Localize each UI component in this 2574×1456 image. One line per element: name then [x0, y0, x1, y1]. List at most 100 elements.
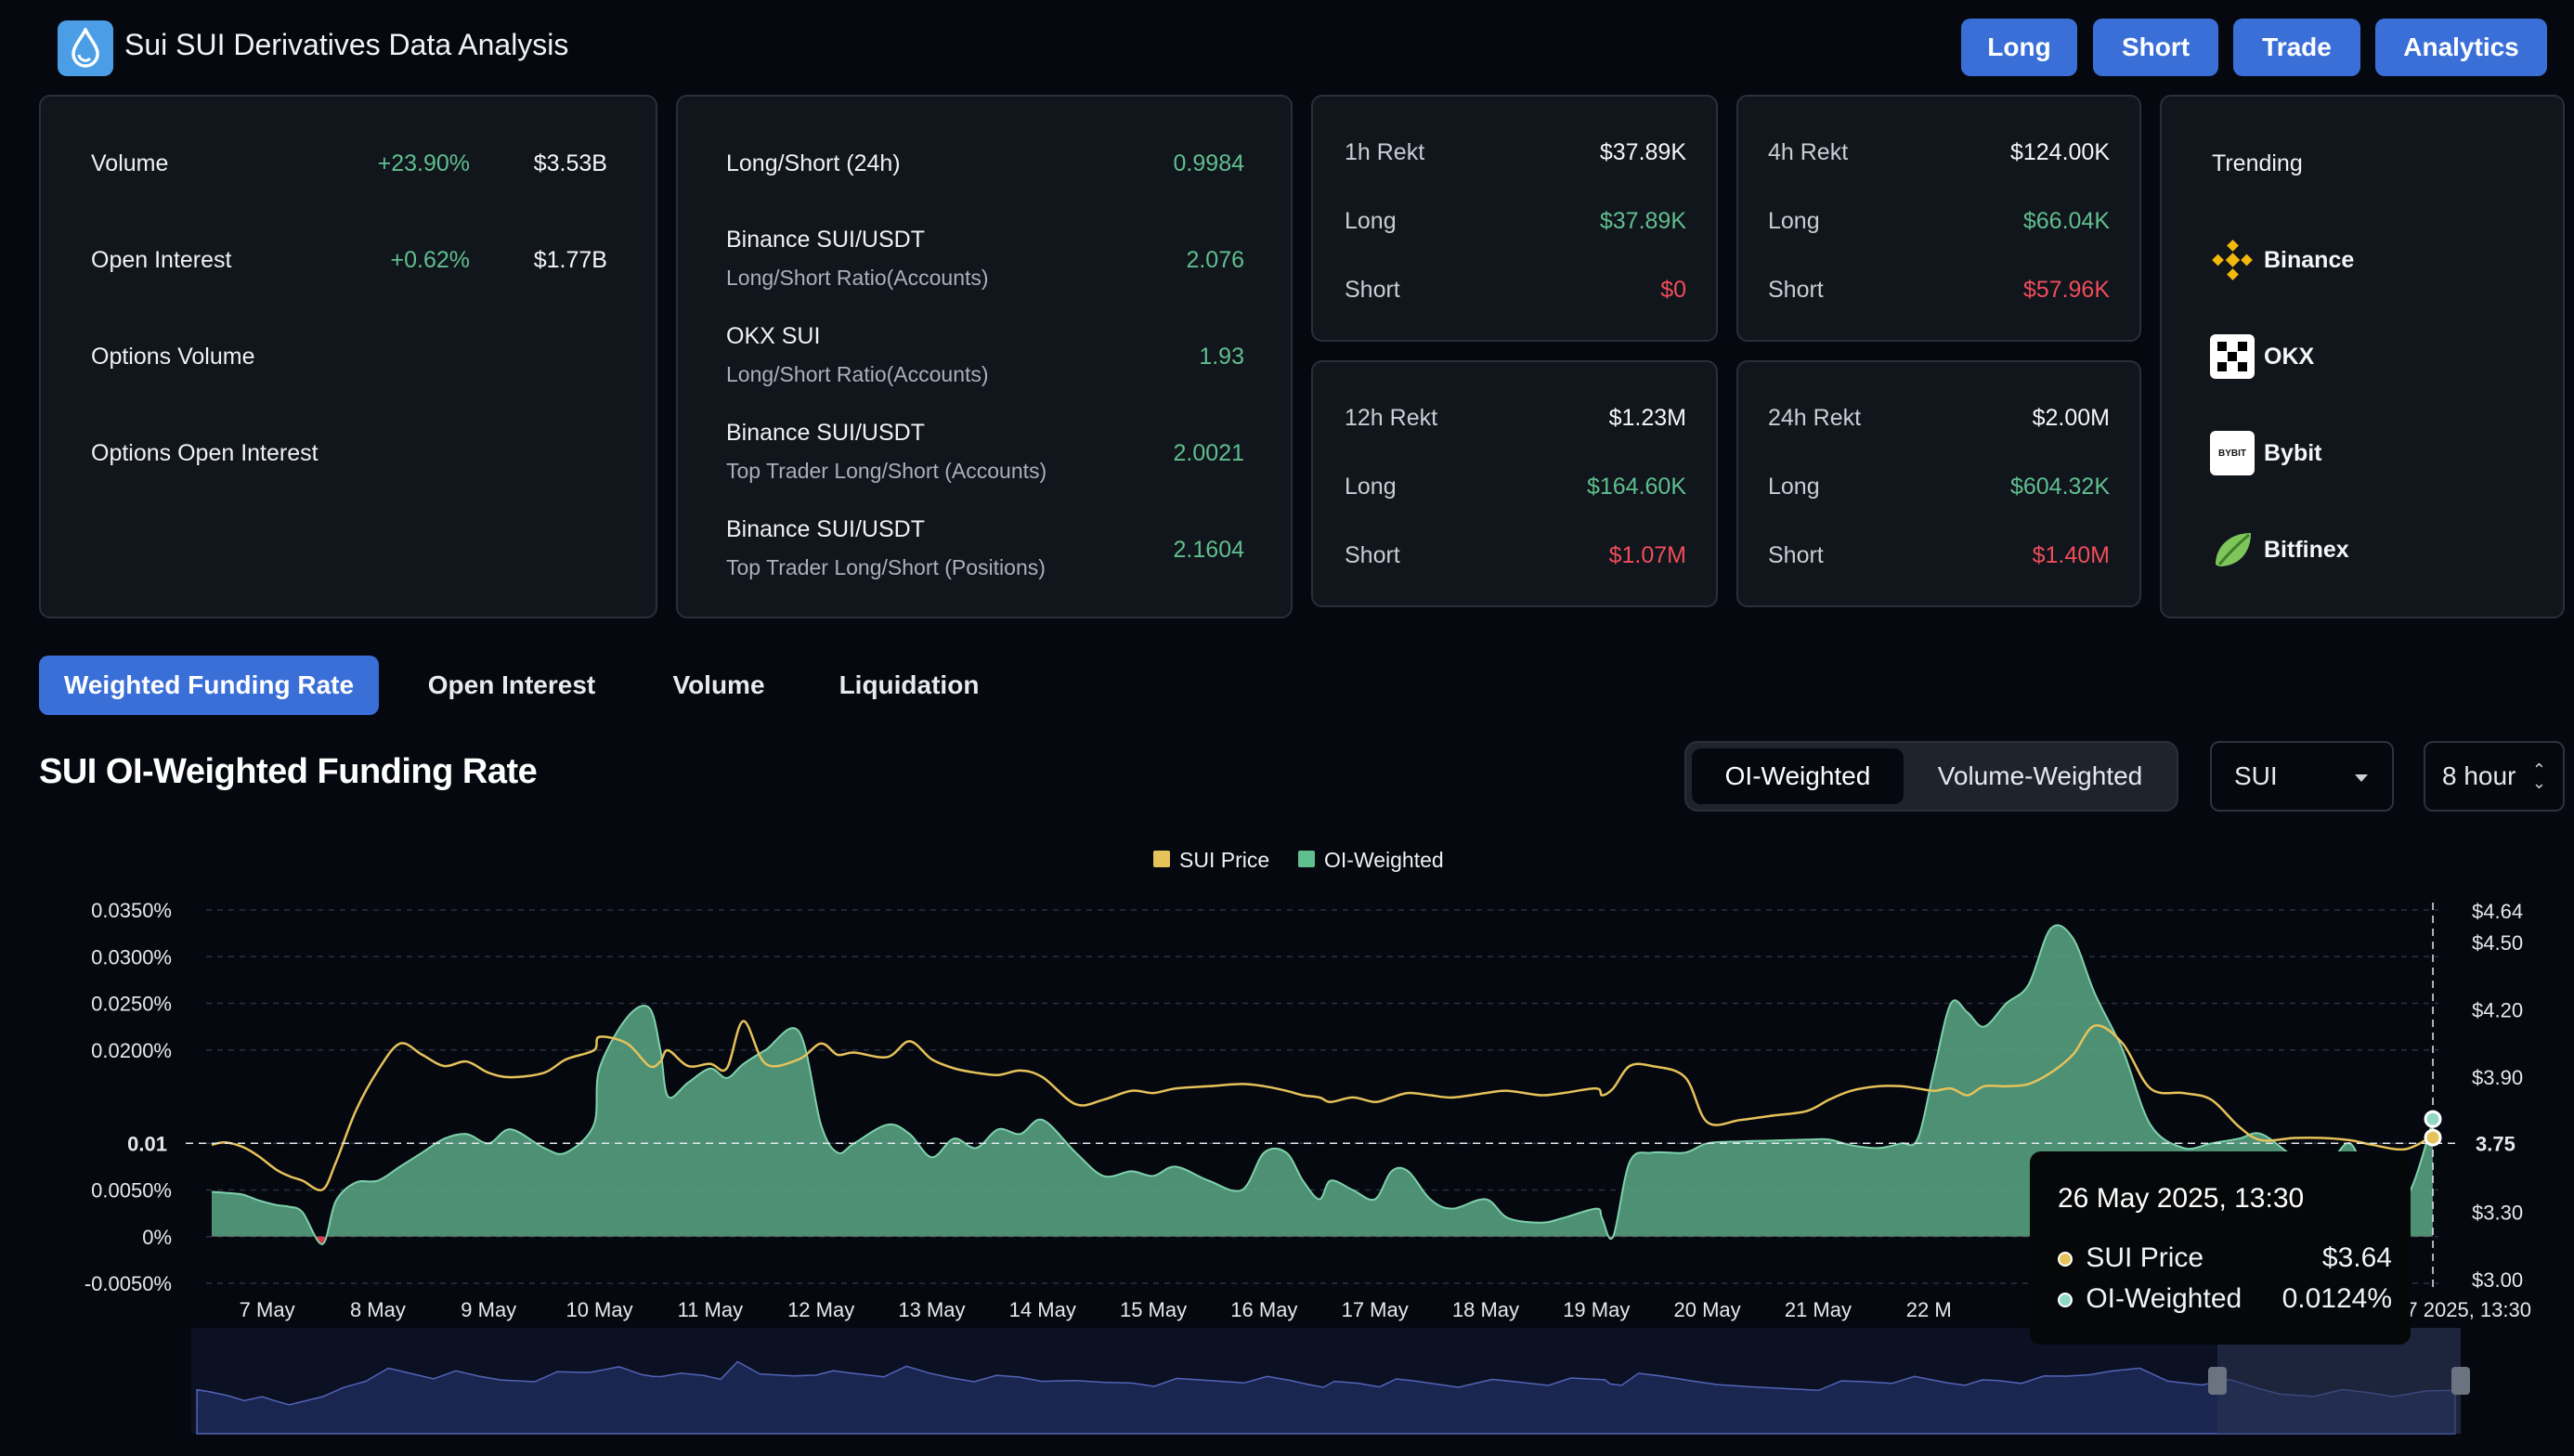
tab-volume[interactable]: Volume: [672, 670, 765, 699]
trending-item-binance[interactable]: Binance: [2210, 234, 2563, 286]
chart-tooltip: 26 May 2025, 13:30 SUI Price $3.64 OI-We…: [2030, 1151, 2411, 1345]
rekt-1h-card: 1h Rekt $37.89K Long $37.89K Short $0: [1311, 95, 1718, 342]
funding-rate-chart[interactable]: SUI Price OI-Weighted 0.0350% 0.0300% 0.02…: [0, 826, 2574, 1456]
long-short-value: 0.9984: [1173, 150, 1244, 176]
ls-row-sub: Long/Short Ratio(Accounts): [726, 266, 989, 290]
y-left-tick-label: 0.0050%: [91, 1179, 172, 1202]
rekt-long-label: Long: [1345, 208, 1397, 234]
rekt-title: 1h Rekt: [1345, 139, 1425, 165]
chart-series: [211, 924, 2434, 1245]
open-interest-change: +0.62%: [390, 247, 471, 273]
navigator-handle-left: [2208, 1367, 2227, 1395]
y-right-tick-label: $3.30: [2472, 1201, 2523, 1224]
bybit-icon-text: BYBIT: [2218, 448, 2246, 459]
oi-dot-icon: [2058, 1293, 2073, 1308]
y-right-tick-label: $4.20: [2472, 999, 2523, 1022]
market-overview-card: Volume +23.90% $3.53B Open Interest +0.6…: [39, 95, 657, 618]
y-right-tick-label: $3.00: [2472, 1268, 2523, 1292]
trending-card: Trending Binance OKX BYBIT Bybit Bitfine…: [2160, 95, 2565, 618]
crosshair-left-label-bg: [82, 1124, 173, 1163]
crosshair: 0.01 3.75: [82, 903, 2529, 1293]
legend-swatch-price: [1153, 851, 1170, 867]
rekt-total: $2.00M: [2032, 405, 2110, 431]
rekt-24h-card: 24h Rekt $2.00M Long $604.32K Short $1.4…: [1736, 360, 2141, 607]
open-interest-value: $1.77B: [533, 247, 607, 273]
rekt-long-value: $604.32K: [2009, 474, 2110, 500]
x-tick-label: 18 May: [1452, 1298, 1519, 1321]
volume-change: +23.90%: [377, 150, 470, 176]
rekt-long-value: $66.04K: [2022, 208, 2110, 234]
chart-legend: SUI Price OI-Weighted: [1153, 848, 1444, 872]
y-right-tick-label: $4.50: [2472, 931, 2523, 955]
ls-row-label: Binance SUI/USDT: [726, 420, 925, 446]
x-tick-label: 22 M: [1906, 1298, 1952, 1321]
tab-open-interest[interactable]: Open Interest: [427, 670, 596, 699]
price-line: [211, 1020, 2434, 1192]
ls-row-value: 2.0021: [1173, 440, 1244, 466]
long-button[interactable]: Long: [1961, 19, 2077, 76]
tab-weighted-funding-rate[interactable]: Weighted Funding Rate: [39, 656, 379, 715]
short-button[interactable]: Short: [2093, 19, 2218, 76]
y-right-tick-label: $4.64: [2472, 900, 2523, 923]
y-axis-left: 0.0350%0.0300%0.0250%0.0200%0.0100%0.005…: [84, 899, 172, 1295]
tab-liquidation[interactable]: Liquidation: [838, 670, 980, 699]
bybit-icon: BYBIT: [2210, 431, 2255, 475]
x-tick-label: 20 May: [1674, 1298, 1741, 1321]
rekt-short-label: Short: [1345, 277, 1400, 303]
funding-area-positive: [212, 925, 2433, 1237]
y-left-tick-label: -0.0050%: [84, 1272, 172, 1295]
rekt-long-value: $164.60K: [1586, 474, 1686, 500]
legend-swatch-oi: [1298, 851, 1315, 867]
symbol-select[interactable]: SUI: [2210, 741, 2394, 812]
long-short-card: Long/Short (24h) 0.9984 Binance SUI/USDT…: [676, 95, 1293, 618]
ls-row-sub: Top Trader Long/Short (Accounts): [726, 459, 1047, 483]
navigator-handle-right: [2451, 1367, 2470, 1395]
range-navigator: [191, 1328, 2470, 1435]
y-left-tick-label: 0.0250%: [91, 993, 172, 1016]
interval-select[interactable]: 8 hour ⌃ ⌄: [2424, 741, 2565, 812]
tooltip-date: 26 May 2025, 13:30: [2058, 1183, 2305, 1214]
rekt-long-label: Long: [1768, 474, 1820, 500]
crosshair-left-label: 0.01: [127, 1132, 167, 1155]
x-tick-label: 10 May: [566, 1298, 632, 1321]
tooltip-row-price: SUI Price $3.64: [2058, 1242, 2392, 1274]
trade-button[interactable]: Trade: [2233, 19, 2360, 76]
options-volume-label: Options Volume: [91, 344, 255, 370]
caret-down-icon: [2355, 774, 2368, 782]
open-interest-label: Open Interest: [91, 247, 232, 273]
analytics-button[interactable]: Analytics: [2375, 19, 2547, 76]
price-marker: [2424, 1128, 2442, 1147]
trending-item-bybit[interactable]: BYBIT Bybit: [2210, 427, 2563, 479]
volume-value: $3.53B: [533, 150, 607, 176]
trending-item-bitfinex[interactable]: Bitfinex: [2210, 524, 2563, 576]
rekt-short-value: $57.96K: [2022, 277, 2110, 303]
y-left-tick-label: 0%: [142, 1226, 172, 1249]
rekt-12h-card: 12h Rekt $1.23M Long $164.60K Short $1.0…: [1311, 360, 1718, 607]
interval-select-value: 8 hour: [2442, 761, 2516, 790]
options-open-interest-label: Options Open Interest: [91, 440, 318, 466]
sui-logo-icon: [58, 20, 113, 76]
trending-item-label: Bitfinex: [2264, 536, 2349, 563]
rekt-short-value: $0: [1660, 277, 1686, 303]
ls-row-label: OKX SUI: [726, 323, 821, 349]
rekt-long-label: Long: [1345, 474, 1397, 500]
toggle-volume-weighted[interactable]: Volume-Weighted: [1937, 761, 2143, 790]
tooltip-price-label: SUI Price: [2086, 1242, 2204, 1273]
symbol-select-value: SUI: [2234, 761, 2278, 790]
bitfinex-icon: [2210, 527, 2255, 572]
oi-marker: [2424, 1110, 2442, 1128]
navigator-area: [196, 1360, 2456, 1435]
ls-row-sub: Long/Short Ratio(Accounts): [726, 362, 989, 386]
x-tick-label: 7 2025, 13:30: [2406, 1298, 2531, 1321]
trending-title: Trending: [2212, 150, 2303, 176]
rekt-short-label: Short: [1345, 542, 1400, 568]
tooltip-row-oi: OI-Weighted 0.0124%: [2058, 1283, 2392, 1315]
tooltip-price-value: $3.64: [2321, 1242, 2392, 1273]
page-title: Sui SUI Derivatives Data Analysis: [124, 28, 569, 61]
x-tick-label: 9 May: [461, 1298, 516, 1321]
rekt-long-label: Long: [1768, 208, 1820, 234]
trending-item-okx[interactable]: OKX: [2210, 331, 2563, 383]
rekt-title: 24h Rekt: [1768, 405, 1862, 431]
crosshair-right-label-bg: [2464, 1124, 2529, 1163]
toggle-oi-weighted[interactable]: OI-Weighted: [1692, 748, 1904, 804]
